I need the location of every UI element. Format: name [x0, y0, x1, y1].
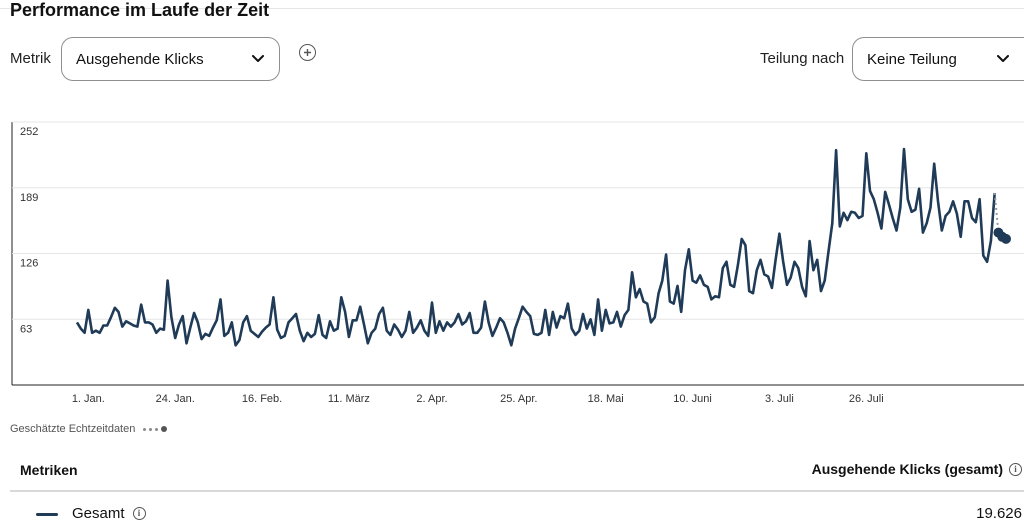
- info-icon[interactable]: i: [132, 507, 146, 520]
- table-row: Gesamt i 19.626: [10, 500, 1024, 528]
- split-dropdown[interactable]: Keine Teilung: [852, 37, 1024, 81]
- y-tick-label: 63: [20, 323, 32, 335]
- estimated-data-legend: Geschätzte Echtzeitdaten: [10, 423, 168, 435]
- row-label: Gesamt: [72, 505, 125, 522]
- x-tick-label: 11. März: [328, 393, 370, 405]
- split-label: Teilung nach: [760, 50, 845, 67]
- page-title: Performance im Laufe der Zeit: [10, 0, 270, 20]
- chevron-down-icon: [996, 52, 1010, 66]
- metrics-total-header: Ausgehende Klicks (gesamt) i: [812, 461, 1022, 477]
- x-tick-label: 2. Apr.: [416, 393, 447, 405]
- chevron-down-icon: [251, 52, 265, 66]
- metrics-header-label: Metriken: [20, 462, 78, 478]
- x-tick-label: 25. Apr.: [500, 393, 537, 405]
- y-tick-label: 252: [20, 126, 38, 138]
- series-swatch: [36, 513, 58, 516]
- x-tick-label: 10. Juni: [673, 393, 712, 405]
- row-name: Gesamt i: [72, 505, 146, 522]
- series-line-gesamt: [75, 147, 996, 347]
- y-tick-label: 189: [20, 192, 38, 204]
- top-divider: [0, 0, 1024, 9]
- estimated-data-point: [1001, 233, 1011, 244]
- info-icon[interactable]: i: [1009, 462, 1022, 476]
- row-total: 19.626: [976, 505, 1022, 522]
- estimated-data-label: Geschätzte Echtzeitdaten: [10, 423, 136, 435]
- metrics-total-header-label: Ausgehende Klicks (gesamt): [811, 461, 1003, 477]
- split-dropdown-value: Keine Teilung: [867, 50, 957, 68]
- performance-line-chart: 63 126 189 252 1. Jan. 24. Jan. 16. Feb. 11. M…: [11, 121, 1024, 405]
- metric-label: Metrik: [10, 50, 51, 67]
- metric-dropdown-value: Ausgehende Klicks: [76, 50, 204, 68]
- x-tick-label: 16. Feb.: [242, 393, 282, 405]
- x-tick-label: 24. Jan.: [156, 393, 195, 405]
- metrics-table-header: Metriken Ausgehende Klicks (gesamt) i: [10, 456, 1024, 492]
- plus-circle-icon[interactable]: [299, 44, 316, 61]
- dotted-line-icon: [143, 426, 168, 432]
- y-tick-label: 126: [20, 258, 38, 270]
- metric-dropdown[interactable]: Ausgehende Klicks: [61, 37, 280, 81]
- x-tick-label: 26. Juli: [849, 393, 884, 405]
- x-tick-label: 18. Mai: [588, 393, 624, 405]
- x-tick-label: 1. Jan.: [72, 393, 105, 405]
- x-tick-label: 3. Juli: [765, 393, 794, 405]
